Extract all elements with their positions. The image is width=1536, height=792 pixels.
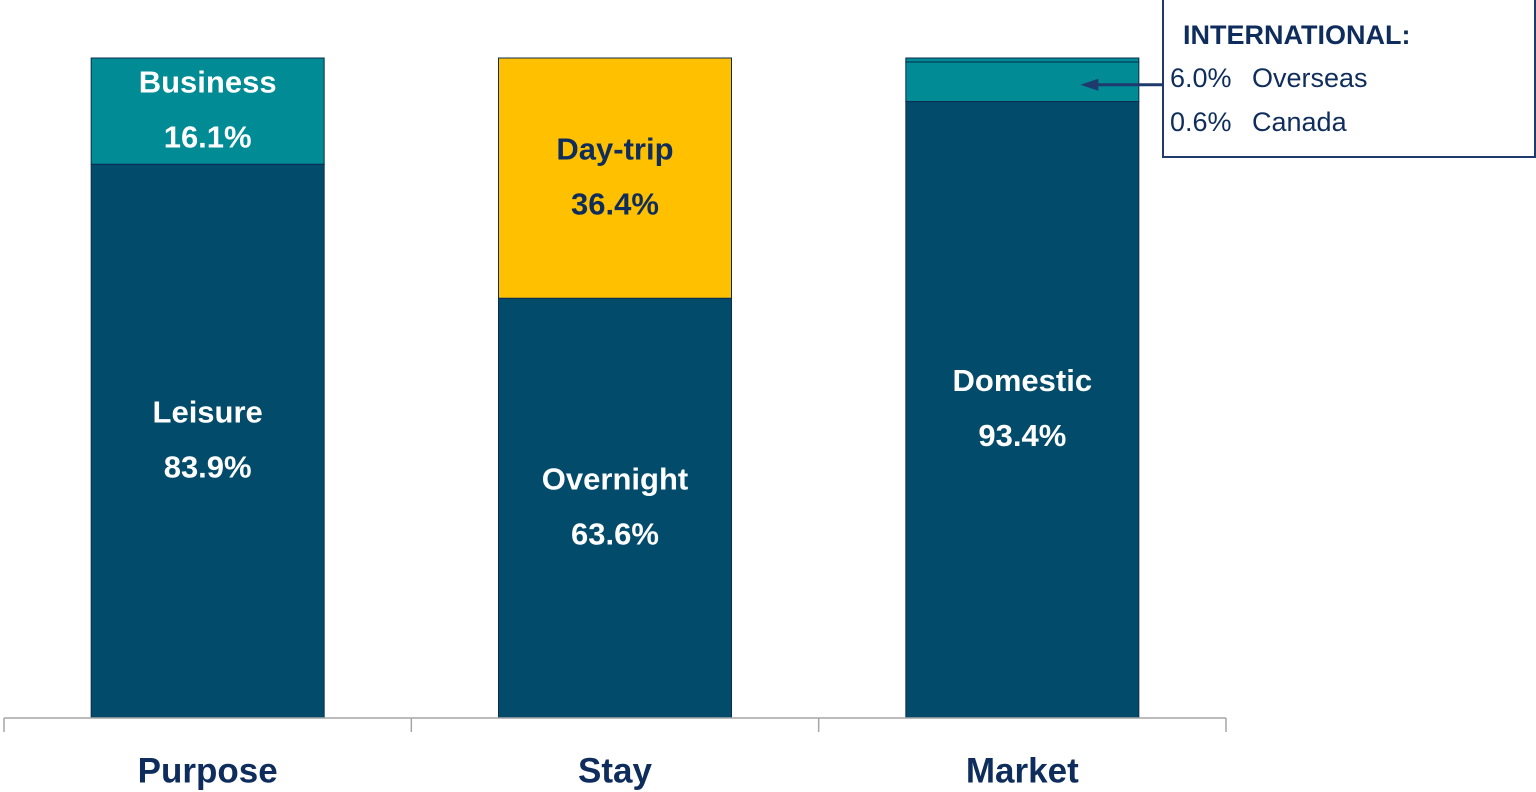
callout-arrowhead <box>1080 78 1099 91</box>
callout-value-label: 6.0% <box>1170 63 1232 93</box>
bar-segment <box>498 57 732 299</box>
segment-name: Domestic <box>953 363 1093 398</box>
callout-name: Overseas <box>1252 63 1368 93</box>
segment-name: Leisure <box>153 394 263 429</box>
segment-value-label: 36.4% <box>571 186 659 221</box>
bar-segment <box>905 57 1140 63</box>
segment-value-label: 63.6% <box>571 516 659 551</box>
bar-segment <box>905 101 1140 719</box>
bar-segment <box>498 297 732 719</box>
callout-box <box>1162 0 1536 158</box>
bar-segment <box>90 163 325 719</box>
x-tick-label: Stay <box>578 751 652 790</box>
x-tick-label: Market <box>966 751 1079 790</box>
bar-segment <box>905 61 1140 103</box>
callout-name: Canada <box>1252 107 1348 137</box>
x-tick-label: Purpose <box>138 751 278 790</box>
segment-name: Overnight <box>542 461 688 496</box>
segment-value-label: 16.1% <box>164 119 252 154</box>
bar-segment <box>90 57 325 165</box>
segment-name: Day-trip <box>556 131 673 166</box>
segment-value-label: 93.4% <box>978 418 1066 453</box>
segment-name: Business <box>139 64 277 99</box>
segment-value-label: 83.9% <box>164 449 252 484</box>
callout-value-label: 0.6% <box>1170 107 1232 137</box>
callout-title: INTERNATIONAL: <box>1183 20 1410 50</box>
